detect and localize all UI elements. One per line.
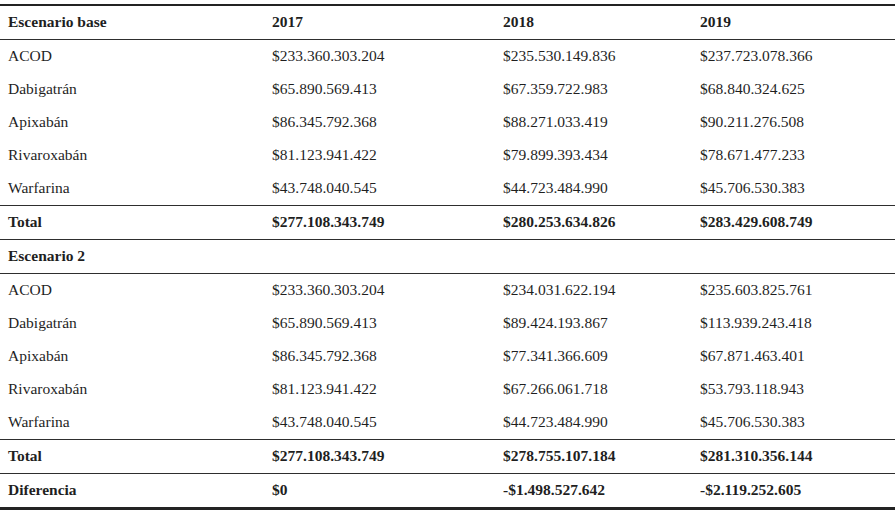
value-cell: $78.671.477.233 (700, 139, 895, 172)
table-row-rivaroxaban-esc2: Rivaroxabán $81.123.941.422 $67.266.061.… (0, 373, 895, 406)
value-cell: $234.031.622.194 (503, 274, 700, 308)
value-cell: $44.723.484.990 (503, 406, 700, 440)
total-value-cell: $281.310.356.144 (700, 440, 895, 474)
value-cell: $237.723.078.366 (700, 40, 895, 74)
section-label: Escenario 2 (0, 240, 272, 274)
row-label: ACOD (0, 40, 272, 74)
value-cell: $77.341.366.609 (503, 340, 700, 373)
column-header-2018: 2018 (503, 5, 700, 40)
scenario-cost-table-container: Escenario base 2017 2018 2019 ACOD $233.… (0, 0, 895, 510)
value-cell: $44.723.484.990 (503, 172, 700, 206)
row-label-total: Total (0, 206, 272, 240)
table-row-apixaban-esc2: Apixabán $86.345.792.368 $77.341.366.609… (0, 340, 895, 373)
value-cell: $43.748.040.545 (272, 172, 503, 206)
row-label: Apixabán (0, 340, 272, 373)
total-value-cell: $277.108.343.749 (272, 440, 503, 474)
row-label-total: Total (0, 440, 272, 474)
table-section-header-escenario-2: Escenario 2 (0, 240, 895, 274)
row-label: Dabigatrán (0, 307, 272, 340)
value-cell: $86.345.792.368 (272, 340, 503, 373)
value-cell: $233.360.303.204 (272, 40, 503, 74)
row-label: Warfarina (0, 406, 272, 440)
table-row-acod-esc2: ACOD $233.360.303.204 $234.031.622.194 $… (0, 274, 895, 308)
total-value-cell: $283.429.608.749 (700, 206, 895, 240)
table-row-warfarina-esc2: Warfarina $43.748.040.545 $44.723.484.99… (0, 406, 895, 440)
diferencia-value-cell: -$2.119.252.605 (700, 474, 895, 509)
row-label: Apixabán (0, 106, 272, 139)
value-cell: $65.890.569.413 (272, 307, 503, 340)
value-cell: $90.211.276.508 (700, 106, 895, 139)
row-label: ACOD (0, 274, 272, 308)
value-cell: $79.899.393.434 (503, 139, 700, 172)
column-header-scenario: Escenario base (0, 5, 272, 40)
diferencia-value-cell: $0 (272, 474, 503, 509)
table-row-total-base: Total $277.108.343.749 $280.253.634.826 … (0, 206, 895, 240)
table-header-row: Escenario base 2017 2018 2019 (0, 5, 895, 40)
value-cell: $81.123.941.422 (272, 139, 503, 172)
column-header-2019: 2019 (700, 5, 895, 40)
value-cell: $89.424.193.867 (503, 307, 700, 340)
value-cell: $233.360.303.204 (272, 274, 503, 308)
empty-cell (503, 240, 700, 274)
row-label: Warfarina (0, 172, 272, 206)
empty-cell (272, 240, 503, 274)
value-cell: $67.266.061.718 (503, 373, 700, 406)
table-row-warfarina-base: Warfarina $43.748.040.545 $44.723.484.99… (0, 172, 895, 206)
value-cell: $67.359.722.983 (503, 73, 700, 106)
value-cell: $65.890.569.413 (272, 73, 503, 106)
table-row-diferencia: Diferencia $0 -$1.498.527.642 -$2.119.25… (0, 474, 895, 509)
empty-cell (700, 240, 895, 274)
value-cell: $113.939.243.418 (700, 307, 895, 340)
value-cell: $235.603.825.761 (700, 274, 895, 308)
value-cell: $53.793.118.943 (700, 373, 895, 406)
value-cell: $43.748.040.545 (272, 406, 503, 440)
value-cell: $68.840.324.625 (700, 73, 895, 106)
row-label: Rivaroxabán (0, 139, 272, 172)
table-row-acod-base: ACOD $233.360.303.204 $235.530.149.836 $… (0, 40, 895, 74)
table-row-dabigatran-esc2: Dabigatrán $65.890.569.413 $89.424.193.8… (0, 307, 895, 340)
value-cell: $86.345.792.368 (272, 106, 503, 139)
total-value-cell: $277.108.343.749 (272, 206, 503, 240)
table-row-total-esc2: Total $277.108.343.749 $278.755.107.184 … (0, 440, 895, 474)
scenario-cost-table: Escenario base 2017 2018 2019 ACOD $233.… (0, 4, 895, 510)
value-cell: $45.706.530.383 (700, 406, 895, 440)
row-label: Rivaroxabán (0, 373, 272, 406)
table-row-dabigatran-base: Dabigatrán $65.890.569.413 $67.359.722.9… (0, 73, 895, 106)
value-cell: $67.871.463.401 (700, 340, 895, 373)
total-value-cell: $278.755.107.184 (503, 440, 700, 474)
column-header-2017: 2017 (272, 5, 503, 40)
row-label: Dabigatrán (0, 73, 272, 106)
value-cell: $45.706.530.383 (700, 172, 895, 206)
row-label-diferencia: Diferencia (0, 474, 272, 509)
table-row-apixaban-base: Apixabán $86.345.792.368 $88.271.033.419… (0, 106, 895, 139)
value-cell: $81.123.941.422 (272, 373, 503, 406)
value-cell: $88.271.033.419 (503, 106, 700, 139)
table-row-rivaroxaban-base: Rivaroxabán $81.123.941.422 $79.899.393.… (0, 139, 895, 172)
value-cell: $235.530.149.836 (503, 40, 700, 74)
diferencia-value-cell: -$1.498.527.642 (503, 474, 700, 509)
total-value-cell: $280.253.634.826 (503, 206, 700, 240)
